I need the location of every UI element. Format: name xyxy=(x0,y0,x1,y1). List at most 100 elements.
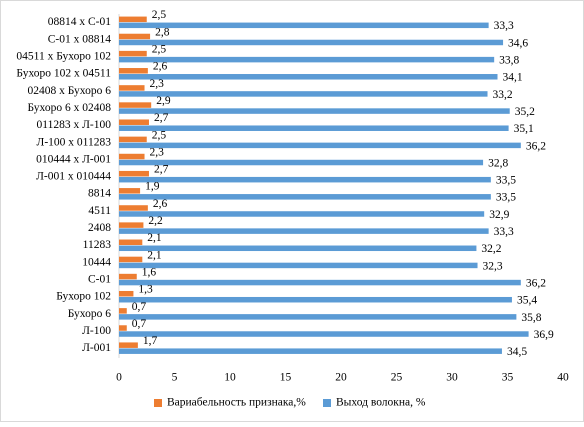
bar xyxy=(119,314,517,320)
x-tick-label: 25 xyxy=(391,372,403,384)
bar xyxy=(119,142,521,149)
bar xyxy=(119,290,134,297)
data-label: 35,1 xyxy=(514,123,534,135)
y-tick-label: С-01 x 08814 xyxy=(48,33,112,45)
data-label: 2,6 xyxy=(153,198,168,210)
bar xyxy=(119,239,143,246)
data-label: 33,2 xyxy=(493,89,513,101)
data-label: 1,9 xyxy=(145,181,160,193)
y-tick-label: 011283 x Л-100 xyxy=(37,119,112,131)
x-tick-label: 35 xyxy=(502,372,514,384)
bar xyxy=(119,102,152,108)
bar xyxy=(119,205,148,211)
x-tick-label: 15 xyxy=(280,372,292,384)
data-label: 33,8 xyxy=(499,55,519,67)
data-label: 35,4 xyxy=(517,295,537,307)
data-label: 35,8 xyxy=(521,312,541,324)
data-label: 33,3 xyxy=(494,20,514,32)
data-label: 34,1 xyxy=(503,72,523,84)
bar xyxy=(119,296,512,303)
data-label: 2,9 xyxy=(156,95,171,107)
x-tick-label: 0 xyxy=(116,372,122,384)
y-tick-label: Бухоро 102 x 04511 xyxy=(16,68,111,80)
bar xyxy=(119,119,149,125)
x-tick-label: 40 xyxy=(557,372,569,384)
bar xyxy=(119,331,529,337)
bar xyxy=(119,108,510,114)
y-tick-label: 08814 x С-01 xyxy=(48,16,112,28)
legend-label: Выход волокна, % xyxy=(336,397,426,409)
data-label: 2,1 xyxy=(147,232,162,244)
data-label: 2,5 xyxy=(152,44,167,56)
data-label: 1,3 xyxy=(138,284,153,296)
data-label: 32,3 xyxy=(483,260,503,272)
bar xyxy=(119,256,143,263)
data-label: 36,2 xyxy=(526,277,546,289)
bar xyxy=(119,262,478,269)
bar xyxy=(119,194,491,200)
data-label: 33,5 xyxy=(496,175,516,187)
y-tick-label: Бухоро 6 x 02408 xyxy=(27,102,111,114)
bar xyxy=(119,33,151,40)
data-label: 1,6 xyxy=(142,266,157,278)
bar xyxy=(119,342,138,348)
x-tick-label: 10 xyxy=(224,372,236,384)
y-tick-label: С-01 xyxy=(88,273,111,285)
bar xyxy=(119,136,147,143)
y-tick-label: 04511 x Бухоро 102 xyxy=(16,51,111,63)
legend-swatch xyxy=(323,399,331,407)
y-tick-label: Л-100 x 011283 xyxy=(37,136,112,148)
data-label: 33,3 xyxy=(494,226,514,238)
data-label: 36,2 xyxy=(526,140,546,152)
y-tick-label: Бухоро 6 xyxy=(68,308,112,320)
data-label: 34,5 xyxy=(507,346,527,358)
data-label: 2,3 xyxy=(150,78,165,90)
bar xyxy=(119,68,148,74)
y-tick-label: 11283 xyxy=(83,239,112,251)
bar xyxy=(119,245,477,252)
y-tick-label: 10444 xyxy=(82,256,111,268)
data-label: 2,5 xyxy=(152,9,167,21)
bar xyxy=(119,176,491,183)
bar xyxy=(119,273,137,280)
y-tick-label: 02408 x Бухоро 6 xyxy=(27,85,111,97)
y-tick-label: 4511 xyxy=(88,205,111,217)
data-label: 2,5 xyxy=(152,129,167,141)
x-tick-label: 30 xyxy=(446,372,458,384)
bar xyxy=(119,39,504,46)
data-label: 0,7 xyxy=(132,318,147,330)
data-label: 36,9 xyxy=(534,329,554,341)
legend-label: Вариабельность признака,% xyxy=(167,397,306,409)
data-label: 2,7 xyxy=(154,112,169,124)
data-label: 0,7 xyxy=(132,301,147,313)
data-label: 35,2 xyxy=(515,106,535,118)
bar xyxy=(119,125,509,131)
y-tick-label: 2408 xyxy=(88,222,111,234)
legend-swatch xyxy=(154,399,162,407)
bar xyxy=(119,50,147,57)
bar xyxy=(119,91,488,97)
bar xyxy=(119,16,147,23)
data-label: 2,8 xyxy=(155,26,170,38)
data-label: 2,6 xyxy=(153,61,168,73)
x-tick-label: 20 xyxy=(335,372,347,384)
data-label: 2,1 xyxy=(147,249,162,261)
y-tick-label: Л-001 xyxy=(82,342,111,354)
bar xyxy=(119,56,495,63)
y-tick-label: Л-100 xyxy=(82,325,111,337)
y-tick-label: 010444 x Л-001 xyxy=(36,153,111,165)
bar xyxy=(119,170,149,177)
bar xyxy=(119,211,485,217)
bar xyxy=(119,308,127,314)
data-label: 1,7 xyxy=(143,335,158,347)
data-label: 32,8 xyxy=(488,157,508,169)
bar xyxy=(119,222,144,228)
bar xyxy=(119,159,484,166)
x-tick-label: 5 xyxy=(172,372,178,384)
data-label: 33,5 xyxy=(496,192,516,204)
bar xyxy=(119,228,489,234)
data-label: 34,6 xyxy=(508,37,528,49)
bar xyxy=(119,188,141,194)
y-tick-label: 8814 xyxy=(88,188,111,200)
